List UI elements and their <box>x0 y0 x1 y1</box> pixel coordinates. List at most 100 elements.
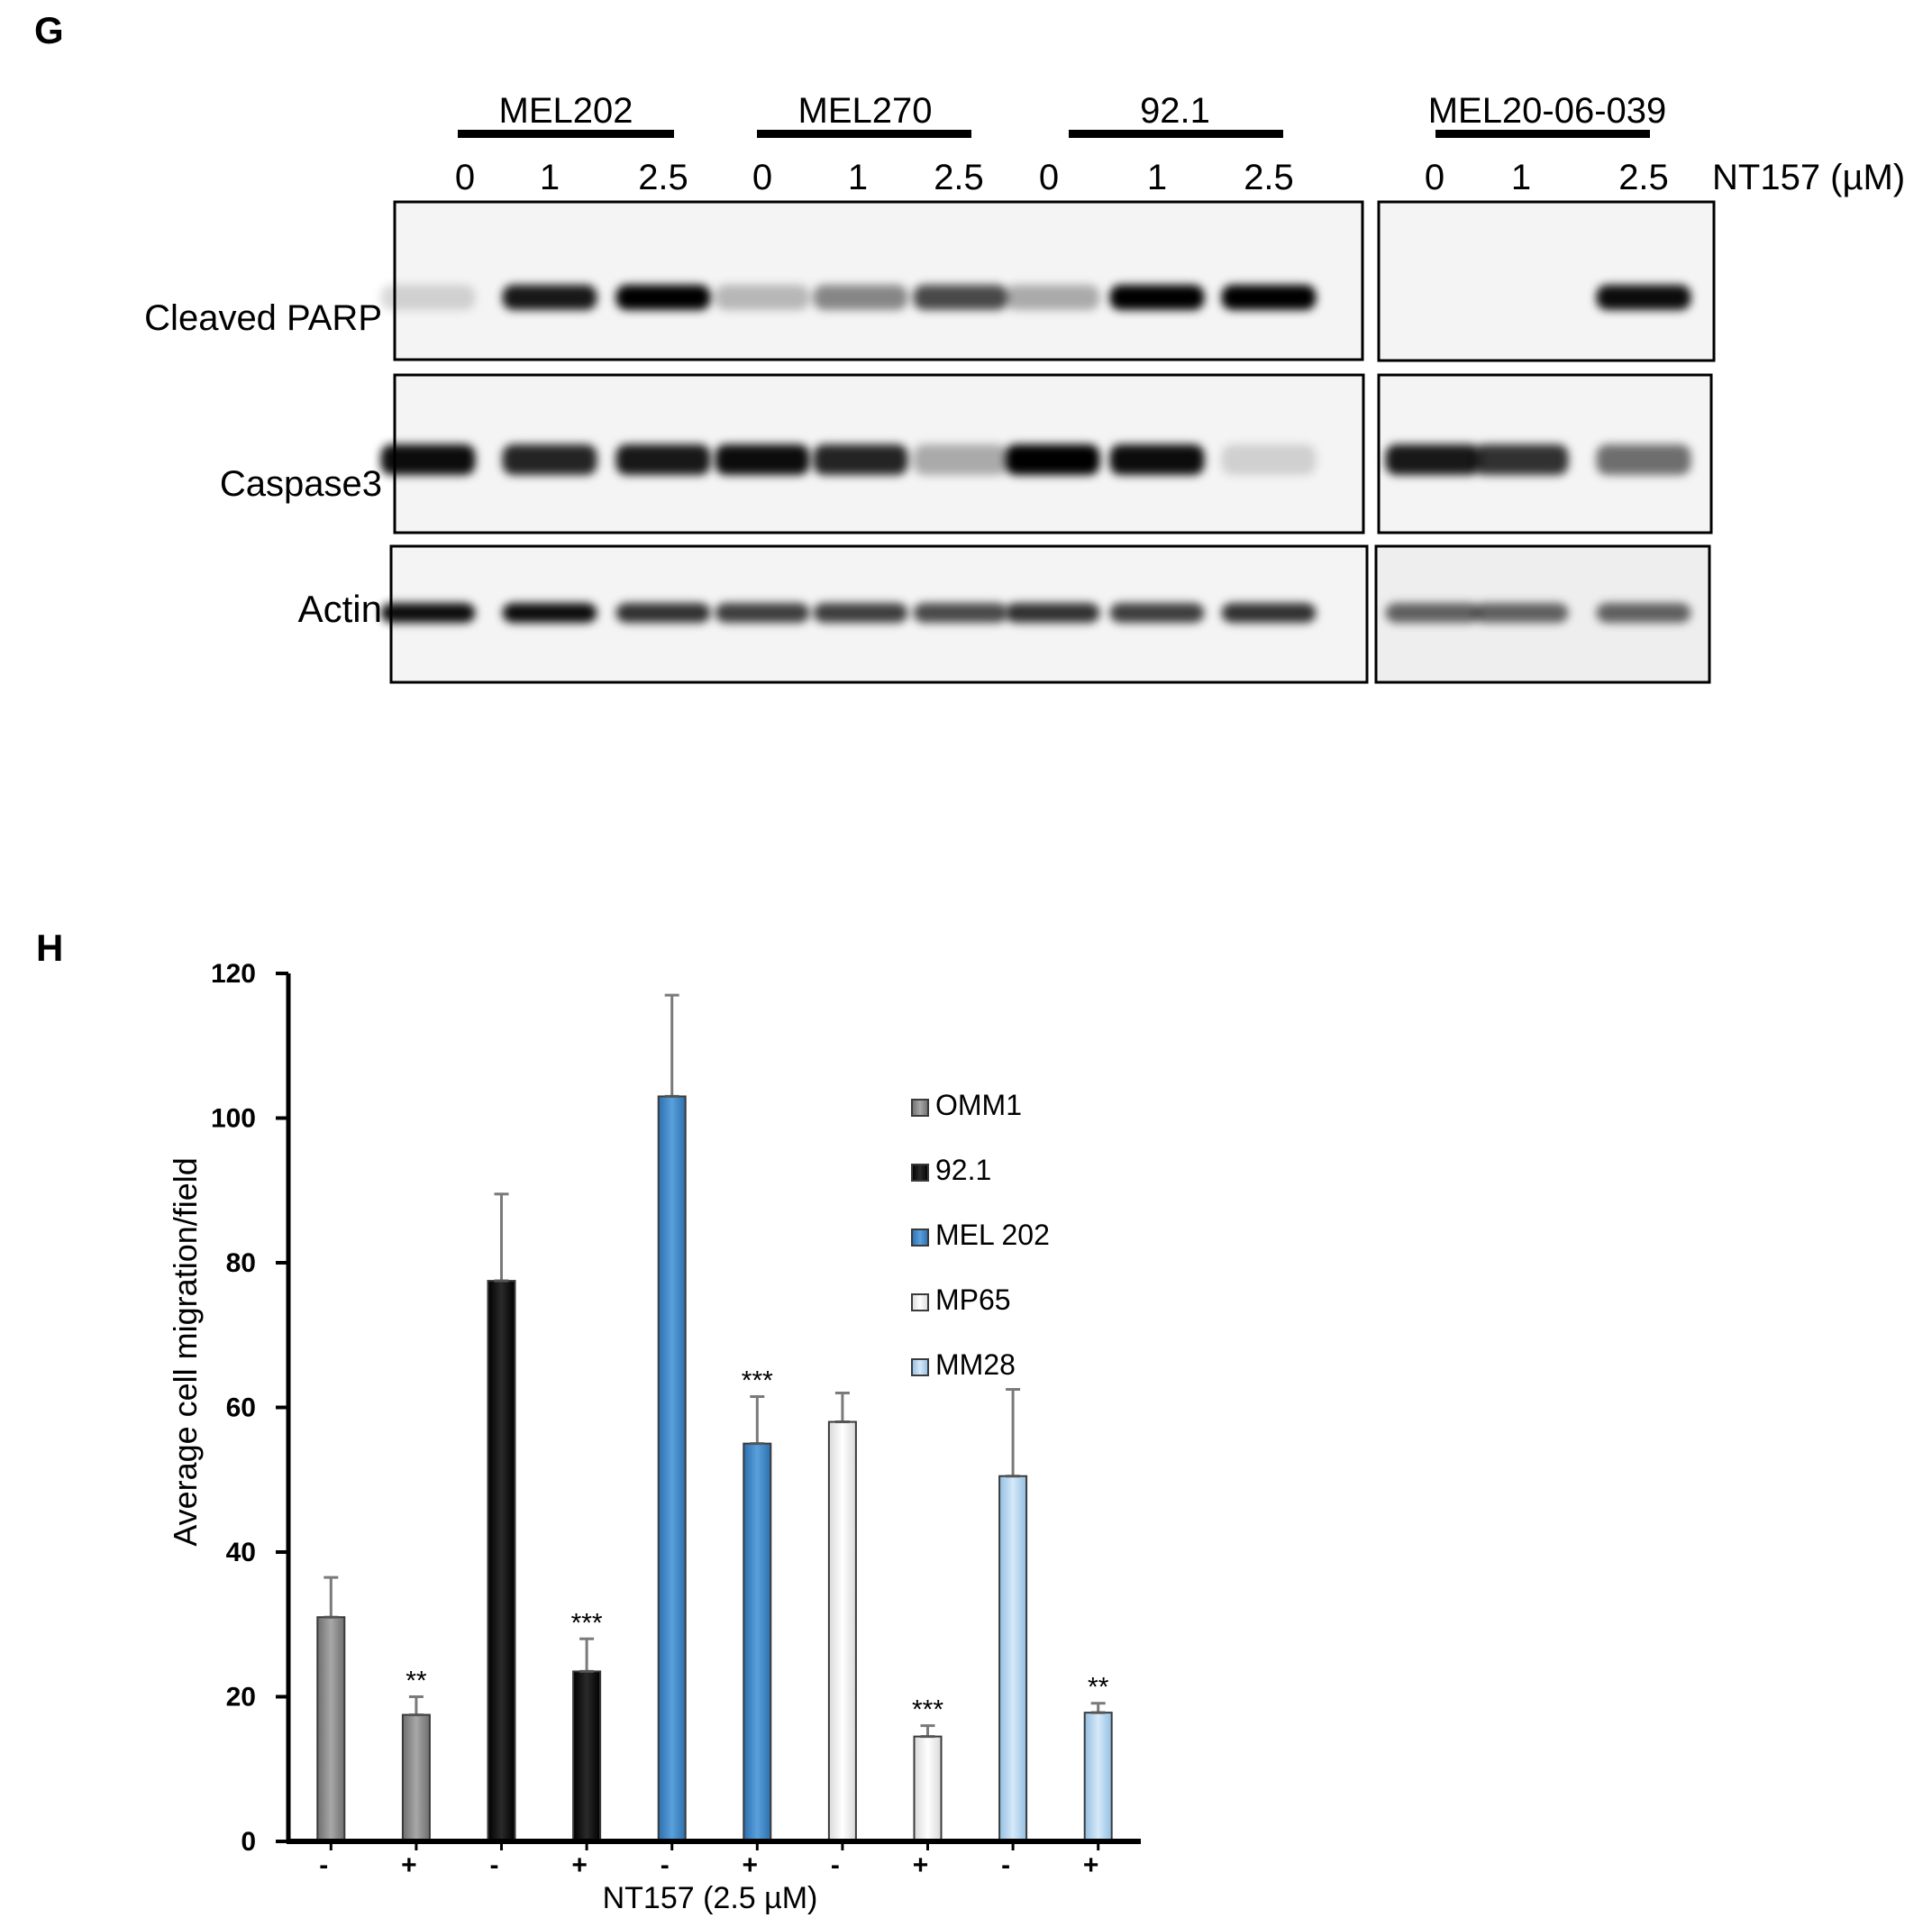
dose-label: 1 <box>1147 158 1167 197</box>
blot-band <box>1473 444 1569 475</box>
legend-swatch <box>911 1099 929 1117</box>
y-tick-label: 0 <box>241 1827 256 1857</box>
y-axis-ticks: 0 20 40 60 80 100 120 <box>211 959 288 1857</box>
blot-band <box>502 285 597 310</box>
blot-band <box>1005 444 1100 475</box>
y-tick-label: 80 <box>226 1248 256 1278</box>
x-tick-label: + <box>913 1850 929 1880</box>
panel-g: G MEL202 MEL270 92.1 MEL20-06-039 0 1 2.… <box>34 9 1905 684</box>
bar <box>316 1616 346 1842</box>
x-tick-label: + <box>401 1850 417 1880</box>
blot-band <box>1596 603 1691 623</box>
blot-band <box>715 285 810 310</box>
bar <box>827 1420 857 1843</box>
blot-band <box>813 603 908 623</box>
legend-swatch <box>911 1293 929 1311</box>
blot-band <box>1385 444 1481 475</box>
legend-swatch <box>911 1228 929 1247</box>
y-axis-label: Average cell migration/field <box>167 1157 204 1547</box>
significance-label: ** <box>406 1667 427 1696</box>
legend: OMM1 92.1 MEL 202 MP65 MM28 <box>911 1089 1050 1381</box>
legend-label: OMM1 <box>935 1089 1022 1121</box>
blot-frame-cleaved-parp-right <box>1377 200 1716 362</box>
blot-band <box>1005 603 1100 623</box>
cell-line-bar-mel20-06-039 <box>1435 130 1650 138</box>
blot-band <box>715 444 810 475</box>
panel-h-letter: H <box>36 927 63 969</box>
blot-band <box>813 444 908 475</box>
bar <box>998 1475 1028 1843</box>
x-tick-label: + <box>743 1850 759 1880</box>
blot-band <box>913 603 1008 623</box>
dose-label: 2.5 <box>638 158 688 197</box>
bar-group: ************* <box>316 993 1113 1843</box>
legend-label: MM28 <box>935 1348 1016 1381</box>
bar <box>401 1713 431 1842</box>
blot-band <box>1385 603 1481 623</box>
blot-band <box>715 603 810 623</box>
blot-label-actin: Actin <box>298 588 382 630</box>
bar <box>487 1280 516 1842</box>
cell-line-bar-92-1 <box>1069 130 1283 138</box>
dose-unit-label: NT157 (µM) <box>1712 158 1905 197</box>
x-axis-ticks: - + - + - + - + - + <box>319 1841 1100 1880</box>
dose-label: 1 <box>848 158 868 197</box>
significance-label: ** <box>1088 1673 1109 1703</box>
x-tick-label: - <box>831 1850 840 1880</box>
significance-label: *** <box>742 1365 773 1395</box>
y-tick-label: 40 <box>226 1538 256 1567</box>
panel-h: H Average cell migration/field 0 20 40 60 80… <box>36 927 1141 1915</box>
cell-line-bar-mel270 <box>757 130 971 138</box>
blot-band <box>1221 444 1317 475</box>
blot-band <box>1109 285 1205 310</box>
blot-band <box>502 603 597 623</box>
blot-band <box>615 444 711 475</box>
panel-g-letter: G <box>34 9 64 51</box>
cell-line-label-mel270: MEL270 <box>798 91 933 131</box>
x-tick-label: + <box>1083 1850 1099 1880</box>
dose-label: 0 <box>1425 158 1444 197</box>
dose-label: 0 <box>752 158 772 197</box>
bar <box>657 1095 687 1843</box>
dose-label: 2.5 <box>1244 158 1294 197</box>
x-tick-label: - <box>1001 1850 1010 1880</box>
dose-label: 1 <box>540 158 560 197</box>
bar <box>1083 1712 1113 1843</box>
dose-label: 0 <box>1039 158 1059 197</box>
legend-label: MP65 <box>935 1283 1011 1316</box>
cell-line-label-mel202: MEL202 <box>499 91 633 131</box>
blot-frame-cleaved-parp-left <box>393 200 1364 361</box>
y-tick-label: 60 <box>226 1393 256 1423</box>
bar <box>913 1735 943 1842</box>
legend-label: 92.1 <box>935 1154 991 1186</box>
x-tick-label: - <box>319 1850 328 1880</box>
legend-swatch <box>911 1358 929 1376</box>
blot-band <box>1005 285 1100 310</box>
blot-band <box>1596 444 1691 475</box>
y-tick-label: 100 <box>211 1104 256 1134</box>
significance-label: *** <box>571 1608 603 1638</box>
blot-band <box>1221 603 1317 623</box>
blot-band <box>380 603 476 623</box>
legend-label: MEL 202 <box>935 1219 1050 1251</box>
blot-label-cleaved-parp: Cleaved PARP <box>144 298 382 338</box>
dose-label: 2.5 <box>1618 158 1669 197</box>
blot-band <box>1596 285 1691 310</box>
legend-swatch <box>911 1164 929 1182</box>
x-tick-label: - <box>661 1850 670 1880</box>
blot-band <box>1109 444 1205 475</box>
y-tick-label: 120 <box>211 959 256 989</box>
dose-label: 1 <box>1511 158 1531 197</box>
x-tick-label: + <box>571 1850 588 1880</box>
blot-band <box>813 285 908 310</box>
blot-band <box>615 285 711 310</box>
dose-label: 2.5 <box>934 158 984 197</box>
blot-band <box>913 285 1008 310</box>
blot-band <box>615 603 711 623</box>
cell-line-label-92-1: 92.1 <box>1140 91 1210 131</box>
bar <box>572 1670 602 1842</box>
blot-band <box>502 444 597 475</box>
blot-band <box>380 444 476 475</box>
y-tick-label: 20 <box>226 1683 256 1712</box>
